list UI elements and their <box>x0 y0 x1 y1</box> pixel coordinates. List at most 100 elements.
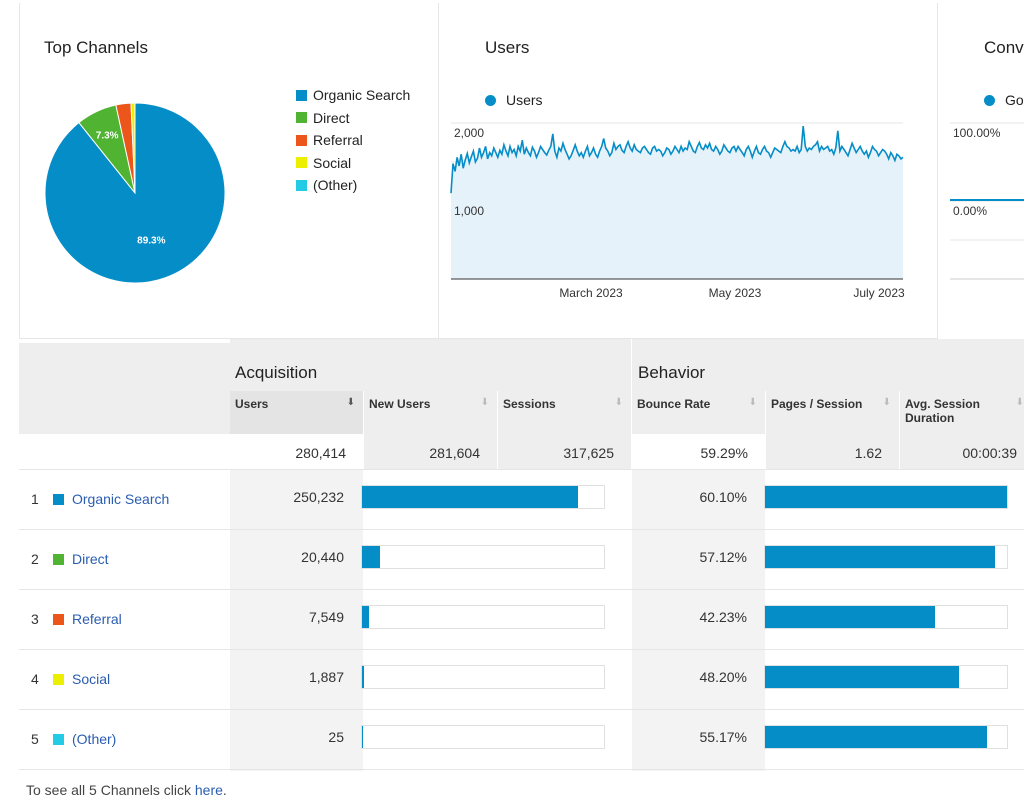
bounce-rate-bar <box>764 605 1008 629</box>
row-number: 1 <box>31 491 39 507</box>
users-col-bg <box>230 470 363 771</box>
bounce-rate-value: 48.20% <box>699 669 747 685</box>
legend-item[interactable]: Organic Search <box>296 87 410 103</box>
bar-fill <box>362 486 579 508</box>
x-tick-label: May 2023 <box>709 286 762 300</box>
legend-swatch-icon <box>296 134 307 146</box>
channel-link[interactable]: Organic Search <box>72 491 170 507</box>
x-tick-label: July 2023 <box>853 286 905 300</box>
table-row: 3 Referral <box>31 611 122 627</box>
legend-item[interactable]: Social <box>296 155 351 171</box>
see-all-link[interactable]: here <box>194 782 223 796</box>
legend-label: Social <box>313 154 352 171</box>
legend-swatch-icon <box>296 179 307 191</box>
sort-desc-icon: ⬇ <box>346 397 355 408</box>
users-value: 250,232 <box>293 489 344 505</box>
totals-bg <box>498 434 631 469</box>
bounce-rate-value: 42.23% <box>699 609 747 625</box>
pie-chart: 89.3% 7.3% <box>44 102 226 284</box>
panel-title: Top Channels <box>44 38 148 57</box>
col-header-bounce-rate[interactable]: Bounce Rate ⬇ <box>632 391 765 434</box>
table-row: 4 Social <box>31 671 110 687</box>
panel-title: Conv <box>984 38 1024 57</box>
users-line <box>450 126 904 194</box>
pie-data-label: 7.3% <box>96 130 119 141</box>
total-users: 280,414 <box>295 445 346 461</box>
divider <box>19 769 1024 770</box>
panel-title: Users <box>485 38 530 57</box>
channel-link[interactable]: Social <box>72 671 111 687</box>
users-value: 7,549 <box>308 609 344 625</box>
y-tick-label: 1,000 <box>454 204 484 218</box>
row-number: 4 <box>31 671 39 687</box>
y-tick-label: 100.00% <box>953 126 1001 140</box>
top-channels-panel: Top Channels 89.3% 7.3% Organic Search Dir… <box>19 3 439 339</box>
legend-swatch-icon <box>296 157 307 168</box>
behavior-title: Behavior <box>638 363 706 382</box>
channel-color-icon <box>53 553 64 565</box>
goal-legend[interactable]: Goa <box>984 92 1024 108</box>
pie-data-label: 89.3% <box>137 236 165 247</box>
acquisition-title: Acquisition <box>235 363 318 382</box>
channel-color-icon <box>53 733 64 745</box>
total-sessions: 317,625 <box>563 445 614 461</box>
bar-fill <box>765 666 960 688</box>
bar-fill <box>765 486 1007 508</box>
bar-fill <box>362 606 369 628</box>
channel-link[interactable]: (Other) <box>72 731 117 747</box>
x-tick-label: March 2023 <box>559 286 623 300</box>
totals-bg <box>766 434 899 469</box>
bounce-rate-bar <box>764 485 1008 509</box>
total-pages-session: 1.62 <box>854 445 882 461</box>
totals-bg <box>900 434 1024 469</box>
legend-label: Goa <box>1005 92 1024 108</box>
sort-icon: ⬇ <box>614 397 623 408</box>
channel-link[interactable]: Referral <box>72 611 122 627</box>
divider <box>19 709 1024 710</box>
sort-icon: ⬇ <box>882 397 891 408</box>
bounce-rate-bar <box>764 665 1008 689</box>
col-header-users[interactable]: Users ⬇ <box>230 391 363 434</box>
users-area-chart: 2,000 1,000 March 2023 May 2023 July 2023 <box>450 122 905 300</box>
legend-item[interactable]: Referral <box>296 132 363 148</box>
table-row: 2 Direct <box>31 551 109 567</box>
bounce-rate-value: 57.12% <box>699 549 747 565</box>
col-header-sessions[interactable]: Sessions ⬇ <box>498 391 631 434</box>
conversions-chart: 100.00% 0.00% <box>950 122 1024 280</box>
divider <box>19 529 1024 530</box>
bounce-rate-value: 55.17% <box>699 729 747 745</box>
legend-swatch-icon <box>296 112 307 123</box>
legend-label: Referral <box>313 132 363 148</box>
bar-fill <box>362 666 364 688</box>
y-tick-label: 2,000 <box>454 126 484 140</box>
users-panel: Users Users 2,000 1,000 March 2023 May 2023… <box>438 3 938 339</box>
users-share-bar <box>361 605 605 629</box>
users-share-bar <box>361 485 605 509</box>
y-tick-label: 0.00% <box>953 204 987 218</box>
legend-item[interactable]: Direct <box>296 110 350 126</box>
bounce-rate-bar <box>764 725 1008 749</box>
channels-table: Acquisition Behavior Users ⬇ New Users ⬇… <box>19 339 1024 771</box>
table-row: 5 (Other) <box>31 731 116 747</box>
bar-fill <box>765 606 936 628</box>
bar-fill <box>765 726 988 748</box>
sort-icon: ⬇ <box>748 397 757 408</box>
total-new-users: 281,604 <box>429 445 480 461</box>
divider <box>19 649 1024 650</box>
sort-icon: ⬇ <box>480 397 489 408</box>
row-number: 5 <box>31 731 39 747</box>
channel-color-icon <box>53 493 64 505</box>
total-avg-duration: 00:00:39 <box>962 445 1018 461</box>
legend-label: Direct <box>313 109 350 126</box>
col-header-pages-session[interactable]: Pages / Session ⬇ <box>766 391 899 434</box>
col-header-avg-session-duration[interactable]: Avg. Session Duration ⬇ <box>900 391 1024 434</box>
legend-item[interactable]: (Other) <box>296 177 357 193</box>
legend-label: Users <box>506 92 543 108</box>
legend-swatch-icon <box>296 89 307 101</box>
legend-dot-icon <box>485 94 496 106</box>
users-legend[interactable]: Users <box>485 92 543 108</box>
channel-link[interactable]: Direct <box>72 551 109 567</box>
sort-icon: ⬇ <box>1015 397 1024 408</box>
footer-note: To see all 5 Channels click here. <box>26 782 227 796</box>
col-header-new-users[interactable]: New Users ⬇ <box>364 391 497 434</box>
